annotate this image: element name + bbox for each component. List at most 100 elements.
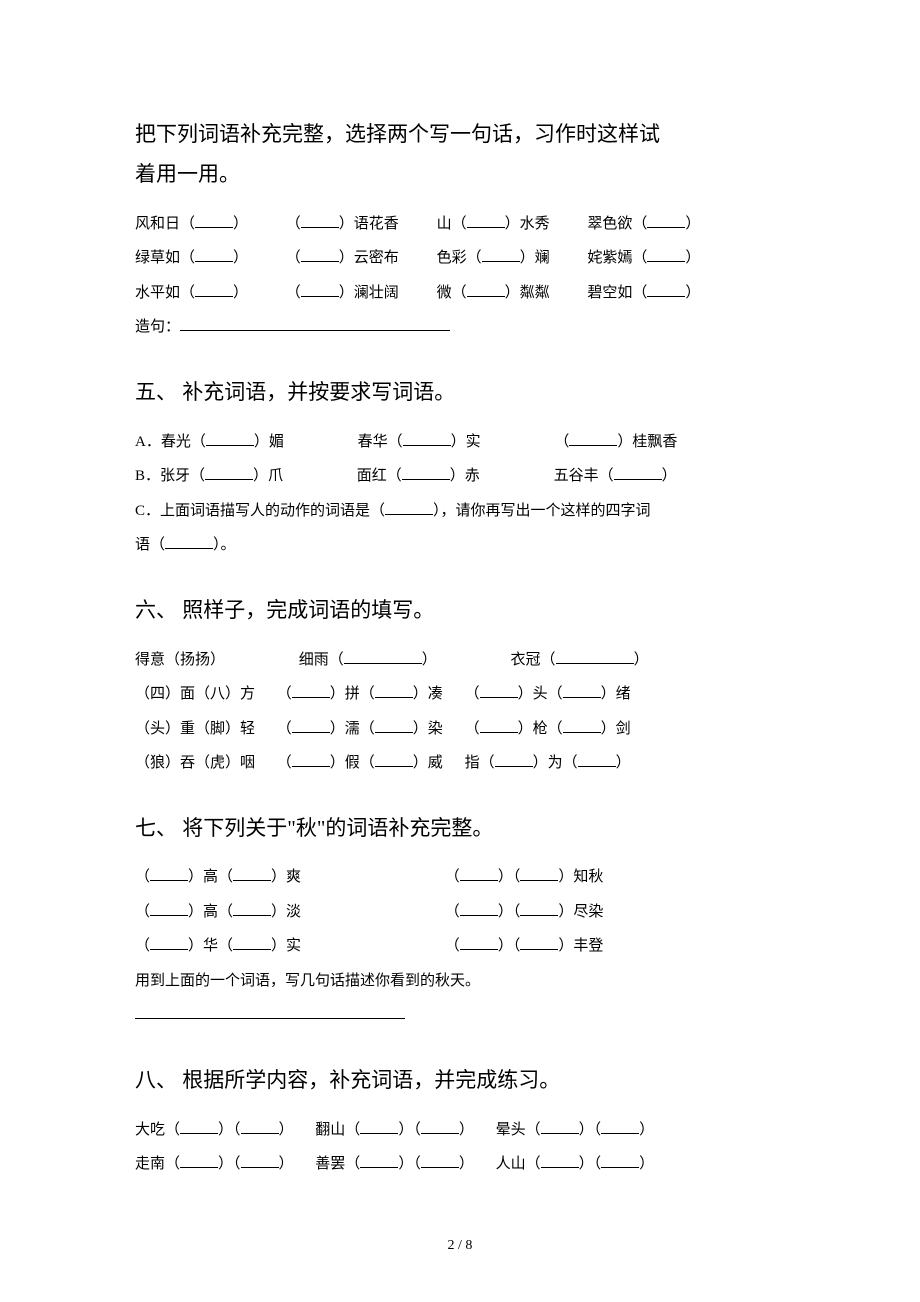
blank[interactable] [482,247,520,262]
text: 善罢（ [315,1156,360,1172]
text: ） [422,652,437,668]
blank[interactable] [563,718,601,733]
blank[interactable] [480,718,518,733]
blank[interactable] [206,431,254,446]
text: ）（ [498,938,521,954]
blank[interactable] [301,213,339,228]
blank[interactable] [520,935,558,950]
blank[interactable] [421,1119,459,1134]
text: ）绪 [601,686,631,702]
text: ）云密布 [339,250,399,266]
blank[interactable] [480,683,518,698]
blank[interactable] [614,465,662,480]
blank[interactable] [292,683,330,698]
blank[interactable] [150,935,188,950]
blank[interactable] [495,752,533,767]
text: 色彩（ [437,250,482,266]
blank[interactable] [195,213,233,228]
text: ） [279,1156,294,1172]
sec7-write-line [135,998,785,1033]
blank[interactable] [301,282,339,297]
blank[interactable] [180,1153,218,1168]
text: ）（ [218,1156,241,1172]
text: （四）面（八）方 [135,686,255,702]
blank[interactable] [301,247,339,262]
text: （ [286,285,301,301]
text: ） [634,652,649,668]
blank[interactable] [195,247,233,262]
blank[interactable] [541,1119,579,1134]
text: ）尽染 [558,904,603,920]
sec7-row1: （）高（）爽 （）（）知秋 [135,860,785,895]
blank[interactable] [233,935,271,950]
blank[interactable] [467,282,505,297]
blank[interactable] [360,1119,398,1134]
text: ）媚 [254,434,284,450]
blank[interactable] [292,752,330,767]
sec7-row2: （）高（）淡 （）（）尽染 [135,895,785,930]
text: ） [685,216,700,232]
blank[interactable] [375,683,413,698]
blank[interactable] [460,901,498,916]
blank[interactable] [563,683,601,698]
blank[interactable] [403,431,451,446]
text: ） [233,250,248,266]
blank[interactable] [375,752,413,767]
blank[interactable] [520,901,558,916]
blank[interactable] [344,649,422,664]
sec6-title: 六、 照样子，完成词语的填写。 [135,591,785,631]
blank[interactable] [135,1004,405,1019]
sec8-row1: 大吃（）（） 翻山（）（） 晕头（）（） [135,1113,785,1148]
text: （ [135,904,150,920]
blank[interactable] [460,935,498,950]
text: 面红（ [357,468,402,484]
blank[interactable] [360,1153,398,1168]
text: ）实 [451,434,481,450]
blank[interactable] [205,465,253,480]
blank[interactable] [421,1153,459,1168]
text: （ [445,938,460,954]
blank[interactable] [601,1153,639,1168]
blank[interactable] [569,431,617,446]
text: ）丰登 [558,938,603,954]
blank[interactable] [292,718,330,733]
blank[interactable] [402,465,450,480]
blank[interactable] [241,1153,279,1168]
text: ）凑 [413,686,443,702]
blank[interactable] [233,901,271,916]
blank[interactable] [578,752,616,767]
blank[interactable] [195,282,233,297]
text: （ [277,686,292,702]
text: 指（ [465,755,495,771]
blank[interactable] [241,1119,279,1134]
blank[interactable] [233,866,271,881]
blank[interactable] [467,213,505,228]
blank[interactable] [520,866,558,881]
text: ） [662,468,677,484]
text: B．张牙（ [135,468,205,484]
blank[interactable] [556,649,634,664]
text: 得意（扬扬） [135,652,225,668]
blank[interactable] [647,213,685,228]
blank[interactable] [647,247,685,262]
sec5-title: 五、 补充词语，并按要求写词语。 [135,373,785,413]
blank[interactable] [150,866,188,881]
blank[interactable] [165,534,213,549]
blank[interactable] [180,1119,218,1134]
blank[interactable] [180,316,450,331]
text: ）淡 [271,904,301,920]
blank[interactable] [150,901,188,916]
sec5-rowC-l1: C．上面词语描写人的动作的词语是（），请你再写出一个这样的四字词 [135,494,785,529]
sec5-rowC-l2: 语（）。 [135,528,785,563]
blank[interactable] [460,866,498,881]
text: 晕头（ [496,1122,541,1138]
text: ）高（ [188,869,233,885]
blank[interactable] [375,718,413,733]
sec7-note: 用到上面的一个词语，写几句话描述你看到的秋天。 [135,964,785,999]
sec7-title: 七、 将下列关于"秋"的词语补充完整。 [135,809,785,849]
blank[interactable] [541,1153,579,1168]
blank[interactable] [385,500,433,515]
blank[interactable] [647,282,685,297]
worksheet-page: 把下列词语补充完整，选择两个写一句话，习作时这样试 着用一用。 风和日（） （）… [0,0,920,1242]
blank[interactable] [601,1119,639,1134]
